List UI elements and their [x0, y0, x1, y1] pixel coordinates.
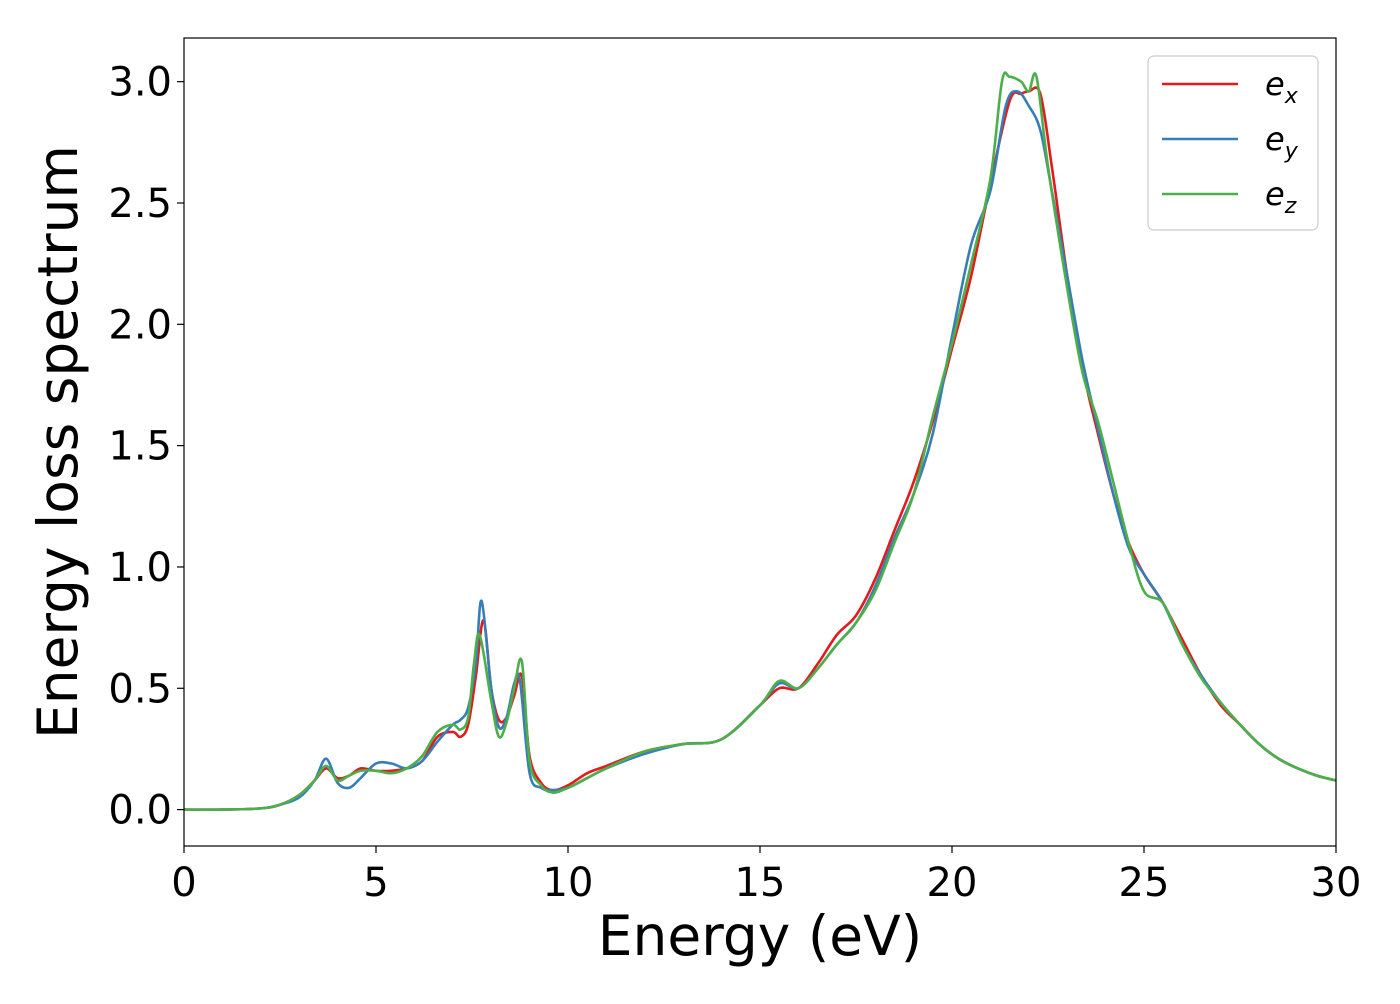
legend-label-main: e: [1265, 65, 1285, 103]
x-tick-label: 25: [1119, 860, 1170, 906]
x-tick-label: 10: [543, 860, 594, 906]
legend-label-z: ez: [1265, 175, 1297, 219]
y-tick-label: 1.0: [108, 545, 172, 591]
y-tick-label: 0.0: [108, 788, 172, 834]
legend-box: [1147, 55, 1319, 231]
x-tick-label: 5: [363, 860, 388, 906]
legend-label-sub: x: [1284, 84, 1299, 109]
x-tick-label: 20: [927, 860, 978, 906]
legend-label-y: ey: [1265, 120, 1299, 164]
y-tick-label: 1.5: [108, 424, 172, 470]
legend-label-x: ex: [1265, 65, 1299, 109]
y-tick-label: 2.0: [108, 302, 172, 348]
y-tick-label: 0.5: [108, 666, 172, 712]
y-axis-title: Energy loss spectrum: [26, 145, 90, 739]
legend-label-main: e: [1265, 120, 1285, 158]
x-axis-title: Energy (eV): [598, 904, 922, 968]
y-tick-label: 3.0: [108, 60, 172, 106]
series-line-z: [184, 71, 1336, 811]
series-layer: [184, 71, 1336, 811]
x-tick-label: 15: [735, 860, 786, 906]
legend-label-sub: y: [1284, 139, 1299, 164]
x-tick-label: 30: [1311, 860, 1362, 906]
y-axis-ticks: 0.0 0.5 1.0 1.5 2.0 2.5 3.0: [108, 60, 184, 834]
legend-label-sub: z: [1284, 194, 1297, 219]
y-tick-label: 2.5: [108, 181, 172, 227]
x-axis-ticks: 0 5 10 15 20 25 30: [171, 846, 1361, 906]
legend-label-main: e: [1265, 175, 1285, 213]
x-tick-label: 0: [171, 860, 196, 906]
